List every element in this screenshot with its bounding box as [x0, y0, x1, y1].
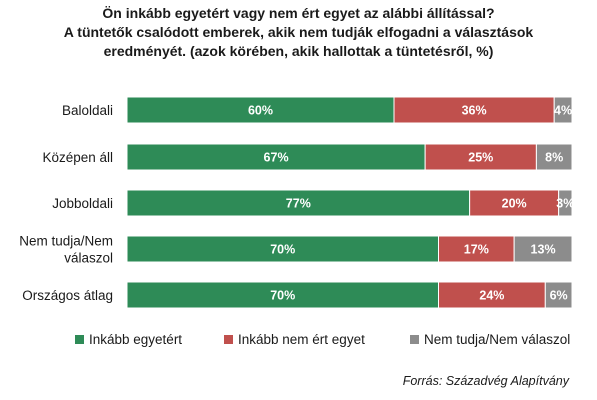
data-label-disagree: 36%	[462, 104, 487, 118]
data-label-disagree: 17%	[464, 243, 489, 257]
category-label: Országos átlag	[22, 288, 113, 303]
data-label-agree: 67%	[264, 151, 289, 165]
data-label-disagree: 24%	[479, 289, 504, 303]
bar-segment-agree	[126, 281, 439, 309]
legend-swatch-agree	[75, 335, 84, 344]
bar-segment-dontknow	[553, 96, 573, 124]
legend-swatch-dontknow	[410, 335, 419, 344]
chart-title-line-1: Ön inkább egyetért vagy nem ért egyet az…	[102, 5, 495, 21]
legend-label-dontknow: Nem tudja/Nem válaszol	[424, 332, 571, 347]
data-label-dontknow: 4%	[554, 104, 572, 118]
data-label-disagree: 25%	[468, 151, 493, 165]
category-label-line: válaszol	[64, 251, 113, 266]
chart-title-line-3: eredményét. (azok körében, akik hallotta…	[103, 43, 494, 59]
data-label-dontknow: 8%	[545, 151, 563, 165]
data-label-dontknow: 13%	[531, 243, 556, 257]
data-label-dontknow: 3%	[556, 197, 574, 211]
category-label: Jobboldali	[52, 196, 113, 211]
category-label: Baloldali	[62, 103, 113, 118]
legend: Inkább egyetért Inkább nem ért egyet Nem…	[0, 332, 597, 352]
legend-swatch-disagree	[224, 335, 233, 344]
category-label: Nem tudja/Nem válaszol	[19, 234, 113, 266]
stacked-bar-chart: Baloldali 60% 36% 4% Középen áll 67% 25% 8% Jobb…	[19, 96, 574, 309]
legend-label-disagree: Inkább nem ért egyet	[238, 332, 365, 347]
category-label-line: Jobboldali	[52, 196, 113, 211]
data-label-agree: 70%	[270, 243, 295, 257]
bar-segment-dontknow	[513, 235, 573, 263]
chart-title-line-2: A tüntetők csalódott emberek, akik nem t…	[63, 24, 534, 40]
data-label-agree: 70%	[270, 289, 295, 303]
category-label-line: Baloldali	[62, 103, 113, 118]
bar-segment-dontknow	[535, 143, 573, 171]
category-label-line: Országos átlag	[22, 288, 113, 303]
chart-title: Ön inkább egyetért vagy nem ért egyet az…	[0, 4, 597, 61]
legend-label-agree: Inkább egyetért	[89, 332, 183, 347]
legend-item-dontknow: Nem tudja/Nem válaszol	[410, 332, 570, 347]
bar-segment-agree	[126, 189, 471, 217]
source-note: Forrás: Századvég Alapítvány	[402, 374, 569, 388]
data-label-disagree: 20%	[502, 197, 527, 211]
bar-segment-dontknow	[544, 281, 573, 309]
bar-segment-disagree	[469, 189, 560, 217]
bar-segment-dontknow	[558, 189, 573, 217]
data-label-agree: 60%	[248, 104, 273, 118]
legend-item-disagree: Inkább nem ért egyet	[224, 332, 365, 347]
category-label-line: Nem tudja/Nem	[19, 234, 113, 249]
data-label-dontknow: 6%	[550, 289, 568, 303]
bar-segment-disagree	[438, 235, 515, 263]
category-label: Középen áll	[42, 150, 113, 165]
category-label-line: Középen áll	[42, 150, 113, 165]
legend-item-agree: Inkább egyetért	[75, 332, 182, 347]
bar-segment-agree	[126, 143, 426, 171]
data-label-agree: 77%	[286, 197, 311, 211]
bar-segment-disagree	[424, 143, 537, 171]
